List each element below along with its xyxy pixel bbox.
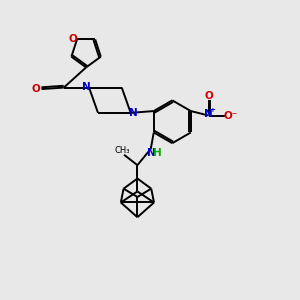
Text: N: N xyxy=(147,148,156,158)
Text: O: O xyxy=(32,84,40,94)
Text: N: N xyxy=(204,109,213,119)
Text: N: N xyxy=(82,82,91,92)
Text: O⁻: O⁻ xyxy=(224,111,238,121)
Text: +: + xyxy=(210,107,215,113)
Text: N: N xyxy=(129,108,137,118)
Text: H: H xyxy=(153,148,162,158)
Text: O: O xyxy=(69,34,77,44)
Text: O: O xyxy=(204,91,213,100)
Text: CH₃: CH₃ xyxy=(115,146,130,155)
